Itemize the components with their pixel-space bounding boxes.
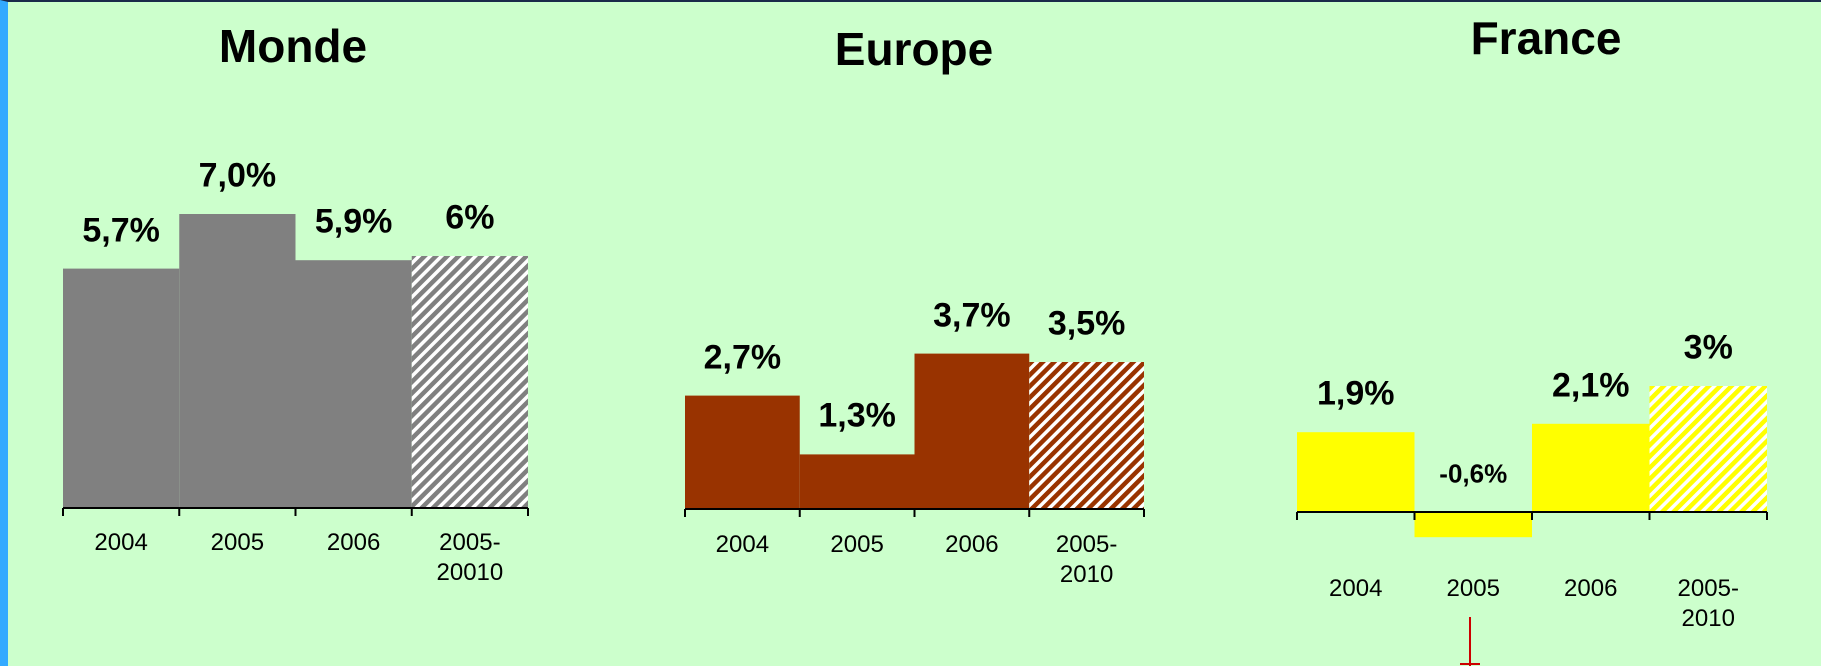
chart-title: Europe [834,23,994,75]
x-tick-label: 2006 [1564,575,1618,602]
x-tick-label: 2006 [326,529,381,556]
bar [914,353,1030,509]
chart-title: Monde [218,20,368,72]
value-label: 3,5% [1047,304,1126,343]
value-label: 3% [1683,328,1733,367]
value-label: 3,7% [933,296,1011,335]
value-label: 1,9% [1317,374,1395,413]
x-tick-label: 2005- 2010 [1677,575,1739,632]
value-label: 2,7% [703,338,782,377]
value-label: 5,9% [314,202,393,241]
bar [1532,423,1650,512]
x-tick-label: 2005 [830,531,884,558]
value-label: 2,1% [1552,366,1630,405]
value-label: 5,7% [82,211,160,250]
bar [1297,432,1415,512]
value-label: 6% [445,198,495,237]
bar [799,454,915,509]
bar [295,260,412,508]
bar [179,214,296,508]
x-tick-label: 2004 [94,529,148,556]
bar [1414,512,1532,538]
bar [1029,362,1144,509]
bar [411,256,528,508]
x-tick-label: 2005 [210,529,265,556]
x-tick-label: 2004 [1329,575,1383,602]
x-tick-label: 2005 [1446,575,1500,602]
bar [63,268,180,508]
x-tick-label: 2005- 20010 [436,529,504,586]
chart-title: France [1470,12,1622,64]
x-tick-label: 2005- 2010 [1055,531,1118,588]
bar [685,395,800,509]
x-tick-label: 2004 [715,531,770,558]
value-label: 7,0% [198,156,277,195]
value-label: 1,3% [818,396,896,435]
bar [1649,386,1767,512]
value-label: -0,6% [1439,458,1508,489]
x-tick-label: 2006 [945,531,999,558]
charts [62,214,1768,666]
